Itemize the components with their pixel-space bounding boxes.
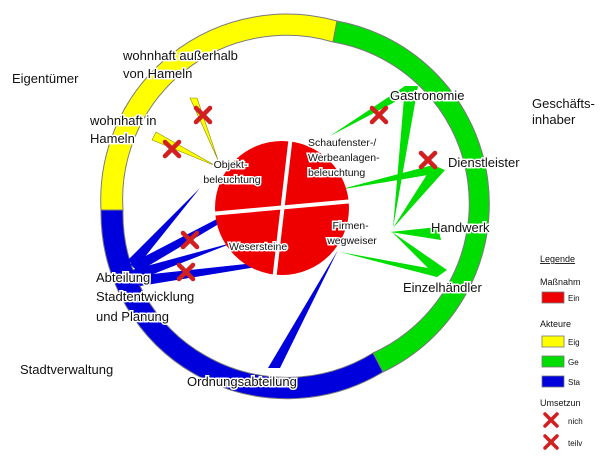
- connector-outside-to-object: [189, 97, 219, 161]
- measure-object-line1: Objekt-: [214, 159, 248, 171]
- legend-business-swatch: [541, 355, 565, 368]
- legend: Legende Maßnahm Ein Akteure Eig Ge Sta U…: [540, 254, 583, 450]
- connectors-owners: [151, 97, 219, 167]
- legend-measures-swatch: [541, 291, 565, 304]
- label-business-line1: Geschäfts-: [532, 96, 595, 111]
- connector-retail: [392, 232, 447, 277]
- connector-planning-stones: [132, 242, 235, 280]
- measure-object-line2: beleuchtung: [203, 174, 260, 186]
- connector-retail-signs: [340, 252, 444, 277]
- measure-signs-line2: wegweiser: [326, 235, 377, 247]
- actor-order: Ordnungsabteilung: [187, 374, 297, 389]
- measure-shop: Schaufenster-/ Werbeanlagen- beleuchtung: [308, 137, 383, 179]
- actor-outside: wohnhaft außerhalb von Hameln: [122, 48, 242, 81]
- actor-inside: wohnhaft in Hameln: [89, 113, 160, 146]
- cross-planning1-icon: [180, 230, 200, 250]
- actor-outside-line1: wohnhaft außerhalb: [122, 48, 238, 63]
- measure-signs: Firmen- wegweiser: [326, 220, 377, 247]
- measure-shop-line3: beleuchtung: [308, 167, 365, 179]
- cross-gastro-icon: [369, 105, 389, 125]
- label-business-line2: inhaber: [532, 112, 576, 127]
- legend-measures-item: Ein: [568, 294, 580, 303]
- actor-gastro: Gastronomie: [390, 88, 464, 103]
- actor-inside-line2: Hameln: [90, 131, 135, 146]
- connector-order-signs: [268, 250, 338, 368]
- actor-service: Dienstleister: [448, 155, 520, 170]
- legend-owner-item: Eig: [568, 338, 580, 347]
- connector-gastro: [393, 86, 418, 228]
- cross-planning2-icon: [176, 262, 196, 282]
- legend-cross-partial-icon: [543, 434, 559, 450]
- measure-stones: Wesersteine: [229, 241, 287, 253]
- actor-planning: Abteilung Stadtentwicklung und Planung: [96, 270, 198, 324]
- actor-craft: Handwerk: [431, 220, 490, 235]
- ring-segment-business: [332, 20, 490, 373]
- actor-planning-line3: und Planung: [96, 309, 169, 324]
- legend-impl-item-partial: teilv: [568, 439, 582, 448]
- measure-object: Objekt- beleuchtung: [203, 159, 260, 186]
- label-admin: Stadtverwaltung: [20, 362, 113, 377]
- legend-measures-head: Maßnahm: [540, 277, 581, 287]
- measure-signs-line1: Firmen-: [332, 220, 369, 232]
- actor-inside-line1: wohnhaft in: [89, 113, 157, 128]
- connector-inside-to-object: [151, 131, 217, 167]
- measures-circle: [209, 134, 355, 282]
- legend-admin-item: Sta: [568, 378, 581, 387]
- legend-business-item: Ge: [568, 358, 579, 367]
- connector-planning-object: [128, 188, 200, 268]
- connector-service: [393, 165, 445, 228]
- legend-owner-swatch: [541, 335, 565, 348]
- actor-retail: Einzelhändler: [403, 280, 482, 295]
- connector-service-shop: [338, 165, 440, 190]
- divider-horizontal: [209, 199, 355, 216]
- measure-shop-line1: Schaufenster-/: [308, 137, 376, 149]
- cross-inside-icon: [162, 139, 182, 159]
- legend-impl-item-not: nich: [568, 417, 583, 426]
- crosses: [162, 105, 438, 282]
- cross-outside-icon: [193, 105, 213, 125]
- legend-actors-head: Akteure: [540, 319, 571, 329]
- ring-segment-admin: [100, 209, 384, 400]
- measure-shop-line2: Werbeanlagen-: [308, 152, 380, 164]
- actor-planning-line1: Abteilung: [96, 270, 150, 285]
- legend-title: Legende: [540, 254, 575, 264]
- connectors-business: [330, 86, 447, 277]
- actor-outside-line2: von Hameln: [123, 66, 192, 81]
- cross-service-icon: [418, 150, 438, 170]
- legend-impl-head: Umsetzun: [540, 398, 581, 408]
- connector-craft: [390, 227, 441, 240]
- legend-admin-swatch: [541, 375, 565, 388]
- legend-cross-not-icon: [543, 412, 559, 428]
- label-owners: Eigentümer: [12, 71, 79, 86]
- label-business: Geschäfts- inhaber: [532, 96, 598, 127]
- actor-planning-line2: Stadtentwicklung: [96, 289, 194, 304]
- actor-ring: [100, 13, 490, 400]
